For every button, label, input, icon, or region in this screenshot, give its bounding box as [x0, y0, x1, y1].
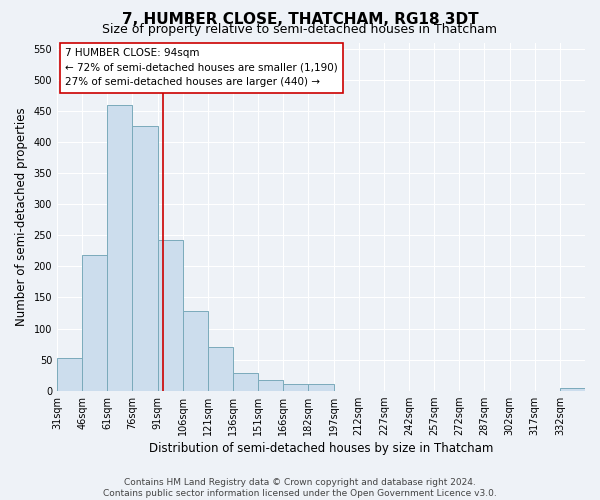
Bar	[133, 126, 158, 390]
Bar	[258, 380, 283, 390]
Text: 7 HUMBER CLOSE: 94sqm
← 72% of semi-detached houses are smaller (1,190)
27% of s: 7 HUMBER CLOSE: 94sqm ← 72% of semi-deta…	[65, 48, 338, 88]
Bar	[208, 347, 233, 391]
Bar	[233, 372, 258, 390]
Text: Contains HM Land Registry data © Crown copyright and database right 2024.
Contai: Contains HM Land Registry data © Crown c…	[103, 478, 497, 498]
Text: Size of property relative to semi-detached houses in Thatcham: Size of property relative to semi-detach…	[103, 22, 497, 36]
Bar	[560, 388, 585, 390]
Bar	[183, 311, 208, 390]
Text: 7, HUMBER CLOSE, THATCHAM, RG18 3DT: 7, HUMBER CLOSE, THATCHAM, RG18 3DT	[122, 12, 478, 28]
Bar	[57, 358, 82, 390]
Bar	[82, 255, 107, 390]
Bar	[107, 104, 133, 391]
Bar	[308, 384, 334, 390]
Bar	[283, 384, 308, 390]
Bar	[158, 240, 183, 390]
Y-axis label: Number of semi-detached properties: Number of semi-detached properties	[15, 108, 28, 326]
X-axis label: Distribution of semi-detached houses by size in Thatcham: Distribution of semi-detached houses by …	[149, 442, 493, 455]
